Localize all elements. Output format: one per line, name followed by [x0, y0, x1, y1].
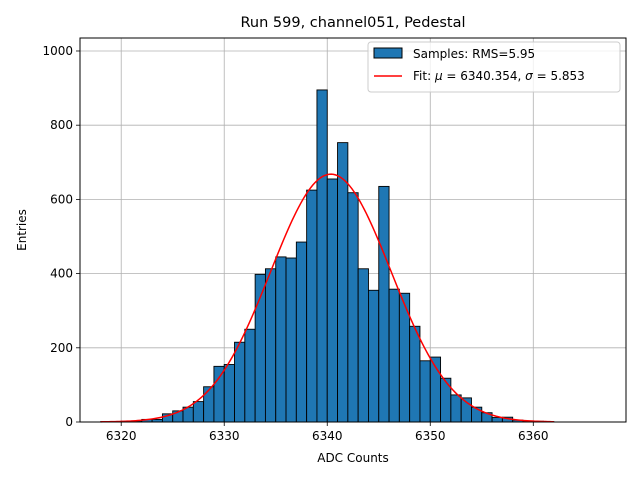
y-tick-label: 800	[50, 118, 73, 132]
histogram-bar	[378, 185, 390, 423]
x-tick-label: 6320	[106, 429, 137, 443]
histogram-bar	[419, 360, 431, 423]
histogram-bar	[316, 89, 328, 423]
y-axis-label: Entries	[15, 209, 29, 251]
x-tick-label: 6340	[312, 429, 343, 443]
histogram-bar	[306, 189, 318, 423]
histogram-bars	[100, 89, 555, 423]
histogram-bar	[234, 341, 246, 423]
legend: Samples: RMS=5.95 Fit: μ = 6340.354, σ =…	[367, 41, 621, 93]
histogram-bar	[203, 386, 215, 423]
y-tick-label: 0	[65, 415, 73, 429]
plot-frame	[79, 37, 627, 423]
legend-bar-swatch	[373, 47, 403, 59]
histogram-bar	[213, 365, 225, 423]
histogram-bar	[337, 142, 349, 423]
histogram-bar	[223, 364, 235, 423]
x-axis-ticks: 6320 6330 6340 6350 6360	[106, 422, 549, 443]
histogram-bar	[409, 325, 421, 423]
y-axis-ticks: 0 200 400 600 800 1000	[42, 44, 80, 429]
x-axis-label: ADC Counts	[317, 451, 389, 465]
y-tick-label: 600	[50, 192, 73, 206]
histogram-bar	[347, 192, 359, 423]
legend-entry-samples: Samples: RMS=5.95	[413, 47, 535, 61]
legend-box	[367, 41, 621, 93]
x-tick-label: 6360	[518, 429, 549, 443]
histogram-bar	[295, 241, 308, 423]
y-tick-label: 200	[50, 341, 73, 355]
y-tick-label: 1000	[42, 44, 73, 58]
histogram-bar	[440, 377, 452, 423]
histogram-bar	[244, 328, 256, 423]
histogram-bar	[326, 178, 338, 423]
histogram-bar	[491, 417, 503, 423]
histogram-bar	[388, 288, 400, 423]
histogram-bar	[357, 268, 369, 423]
legend-entry-fit: Fit: μ = 6340.354, σ = 5.853	[413, 69, 585, 83]
gaussian-fit-line	[100, 173, 554, 423]
chart-title: Run 599, channel051, Pedestal	[240, 15, 465, 31]
x-tick-label: 6330	[209, 429, 240, 443]
histogram-bar	[368, 289, 380, 423]
histogram-bar	[264, 268, 277, 423]
y-tick-label: 400	[50, 267, 73, 281]
histogram-bar	[450, 394, 462, 423]
x-tick-label: 6350	[415, 429, 446, 443]
histogram-bar	[285, 257, 297, 423]
histogram-bar	[275, 256, 287, 423]
histogram-bar	[192, 401, 205, 423]
